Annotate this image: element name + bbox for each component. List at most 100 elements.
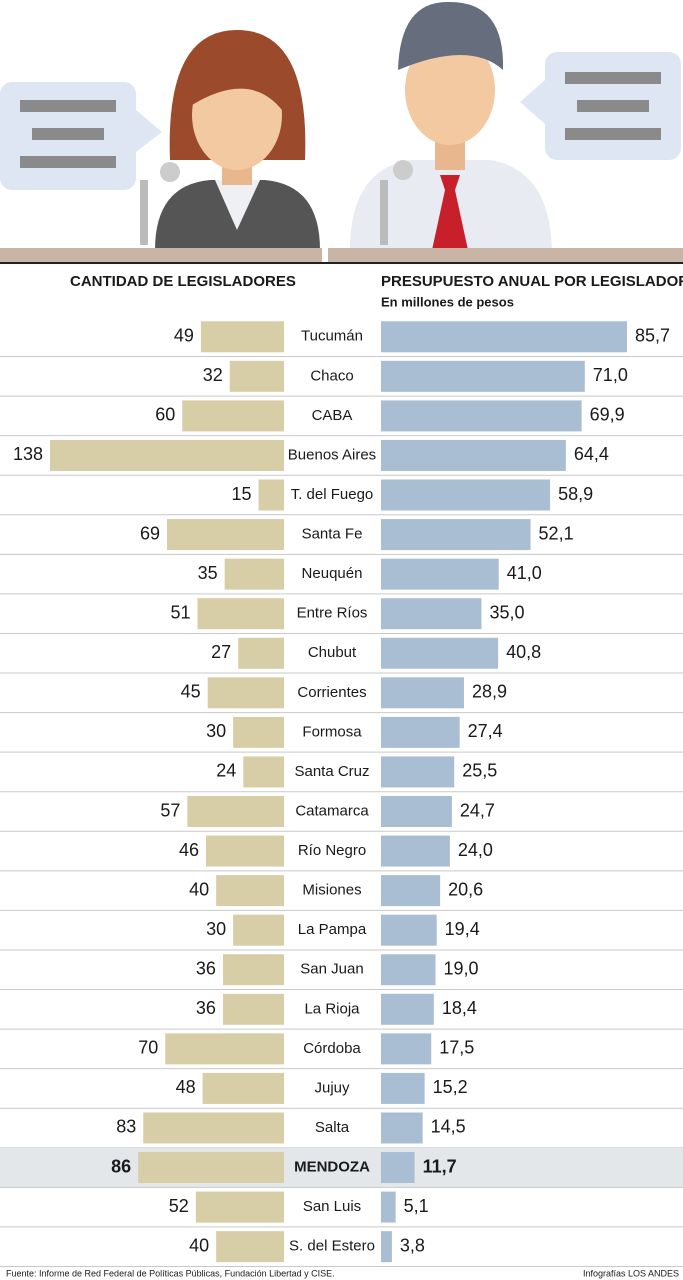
category-label: Tucumán: [301, 328, 363, 345]
left-value: 24: [216, 761, 236, 781]
right-value: 11,7: [423, 1156, 457, 1176]
category-label: Buenos Aires: [288, 446, 376, 463]
highlight-row: [0, 1147, 683, 1188]
left-value: 70: [138, 1038, 158, 1058]
rows: 49 Tucumán 85,7 32 Chaco 71,0 60 CABA 69,9 138 Bue…: [0, 321, 683, 1267]
left-bar: [195, 1191, 284, 1223]
left-bar: [222, 993, 284, 1025]
right-bar: [381, 914, 437, 946]
right-bar: [381, 321, 627, 353]
left-bar: [216, 875, 284, 907]
left-value: 48: [176, 1077, 196, 1097]
left-bar: [238, 637, 284, 669]
right-value: 5,1: [404, 1196, 429, 1216]
left-value: 45: [181, 682, 201, 702]
left-bar: [200, 321, 284, 353]
left-value: 69: [140, 523, 160, 543]
left-bar: [216, 1231, 284, 1263]
left-bar: [165, 1033, 284, 1065]
category-label: Chaco: [310, 367, 353, 384]
left-bar: [187, 796, 284, 827]
right-bar: [381, 954, 436, 986]
left-bar: [229, 360, 284, 392]
left-value: 51: [170, 602, 190, 622]
right-bar: [381, 716, 460, 748]
right-bar: [381, 1072, 425, 1104]
category-label: Misiones: [302, 882, 361, 899]
right-bar: [381, 756, 455, 788]
left-bar: [233, 716, 284, 748]
right-bar: [381, 1033, 432, 1065]
left-value: 35: [198, 563, 218, 583]
left-bar: [197, 598, 284, 630]
left-bar: [222, 954, 284, 986]
right-value: 3,8: [400, 1235, 425, 1255]
right-bar: [381, 479, 551, 511]
right-value: 28,9: [472, 682, 507, 702]
right-bar: [381, 558, 499, 590]
category-label: Neuquén: [302, 565, 363, 582]
right-bar: [381, 677, 464, 709]
left-value: 52: [169, 1196, 189, 1216]
left-bar: [143, 1112, 284, 1144]
left-bar: [243, 756, 284, 788]
left-bar: [224, 558, 284, 590]
left-bar: [138, 1152, 284, 1184]
left-value: 40: [189, 1235, 209, 1255]
left-value: 40: [189, 879, 209, 899]
credit: Infografías LOS ANDES: [583, 1268, 679, 1278]
left-value: 30: [206, 919, 226, 939]
right-bar: [381, 993, 434, 1025]
right-title: PRESUPUESTO ANUAL POR LEGISLADOR: [381, 273, 683, 290]
right-value: 19,4: [445, 919, 480, 939]
category-label: La Rioja: [304, 1000, 360, 1017]
illustration: [0, 1, 683, 264]
right-bar: [381, 1112, 423, 1144]
right-bar: [381, 400, 582, 432]
left-value: 86: [111, 1156, 131, 1176]
right-bar: [381, 1152, 415, 1184]
right-value: 24,7: [460, 800, 495, 820]
category-label: Santa Fe: [302, 526, 363, 543]
right-bar: [381, 796, 452, 827]
right-value: 85,7: [635, 326, 670, 346]
right-bar: [381, 637, 499, 669]
category-label: Entre Ríos: [297, 605, 368, 622]
right-bar: [381, 1231, 392, 1263]
right-value: 41,0: [507, 563, 542, 583]
left-bar: [258, 479, 284, 511]
left-value: 83: [116, 1117, 136, 1137]
left-value: 138: [13, 444, 43, 464]
right-bar: [381, 598, 482, 630]
left-bar: [207, 677, 284, 709]
left-value: 36: [196, 998, 216, 1018]
category-label: Catamarca: [295, 802, 369, 819]
right-bar: [381, 875, 441, 907]
right-value: 14,5: [431, 1117, 466, 1137]
right-value: 35,0: [489, 602, 524, 622]
category-label: Córdoba: [303, 1040, 361, 1057]
right-value: 27,4: [468, 721, 503, 741]
left-value: 57: [160, 800, 180, 820]
category-label: Santa Cruz: [294, 763, 369, 780]
category-label: San Juan: [300, 961, 363, 978]
category-label: Corrientes: [297, 684, 366, 701]
left-bar: [206, 835, 284, 867]
right-value: 25,5: [462, 761, 497, 781]
left-value: 49: [174, 326, 194, 346]
left-bar: [202, 1072, 284, 1104]
right-subtitle: En millones de pesos: [381, 294, 514, 309]
right-value: 64,4: [574, 444, 609, 464]
right-value: 52,1: [539, 523, 574, 543]
left-value: 30: [206, 721, 226, 741]
left-value: 36: [196, 958, 216, 978]
right-bar: [381, 519, 531, 551]
category-label: Jujuy: [314, 1079, 350, 1096]
source: Fuente: Informe de Red Federal de Políti…: [6, 1268, 335, 1278]
right-value: 15,2: [433, 1077, 468, 1097]
category-label: La Pampa: [298, 921, 367, 938]
right-bar: [381, 1191, 396, 1223]
left-value: 15: [232, 484, 252, 504]
left-bar: [233, 914, 284, 946]
